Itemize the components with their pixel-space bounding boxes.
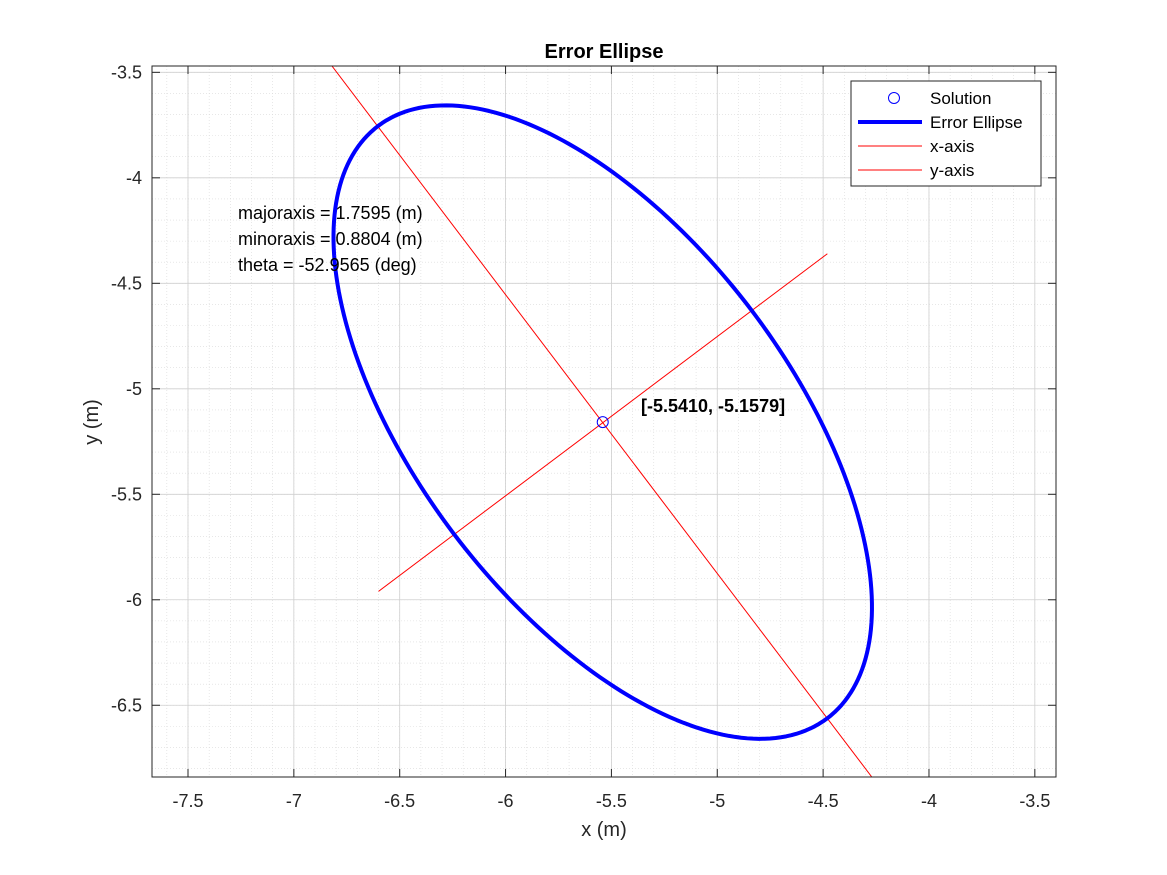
- axes-frame: [151, 65, 1057, 778]
- y-axis-label: y (m): [81, 399, 103, 445]
- legend-label-x-axis: x-axis: [930, 137, 974, 156]
- y-tick-label: -3.5: [111, 62, 142, 82]
- legend-box: [850, 80, 1042, 187]
- annotation-minoraxis: minoraxis = 0.8804 (m): [238, 229, 423, 249]
- legend-label-y-axis: y-axis: [930, 161, 974, 180]
- x-tick-label: -6.5: [384, 791, 415, 811]
- x-tick-label: -5: [709, 791, 725, 811]
- tick-labels: -7.5 -7 -6.5 -6 -5.5 -5 -4.5 -4 -3.5 -3.5 -4 -4.5 -5…: [111, 62, 1050, 811]
- legend: Solution Error Ellipse x-axis y-axis: [850, 80, 1042, 187]
- chart-title: Error Ellipse: [545, 41, 664, 63]
- tick-marks: [152, 66, 1056, 777]
- x-tick-label: -3.5: [1019, 791, 1050, 811]
- legend-label-error-ellipse: Error Ellipse: [930, 113, 1023, 132]
- solution-coordinate-label: [-5.5410, -5.1579]: [641, 396, 785, 416]
- x-tick-label: -7.5: [172, 791, 203, 811]
- x-tick-label: -4: [921, 791, 937, 811]
- ellipse-annotations: majoraxis = 1.7595 (m) minoraxis = 0.880…: [238, 203, 423, 275]
- y-tick-label: -5.5: [111, 484, 142, 504]
- x-tick-label: -4.5: [808, 791, 839, 811]
- annotation-theta: theta = -52.9565 (deg): [238, 255, 417, 275]
- data-layer: [331, 66, 874, 777]
- annotation-majoraxis: majoraxis = 1.7595 (m): [238, 203, 423, 223]
- plot-area: -7.5 -7 -6.5 -6 -5.5 -5 -4.5 -4 -3.5 -3.5 -4 -4.5 -5…: [111, 62, 1057, 811]
- x-tick-label: -5.5: [596, 791, 627, 811]
- legend-solution-marker: [888, 92, 900, 104]
- y-tick-label: -6.5: [111, 695, 142, 715]
- error-ellipse-curve: [331, 103, 874, 741]
- x-axis-label: x (m): [581, 819, 627, 841]
- y-tick-label: -5: [126, 379, 142, 399]
- y-tick-label: -6: [126, 590, 142, 610]
- major-grid: [152, 66, 1056, 777]
- x-tick-label: -7: [286, 791, 302, 811]
- x-axis-line: [331, 66, 873, 777]
- solution-marker: [596, 416, 609, 429]
- legend-label-solution: Solution: [930, 89, 991, 108]
- y-tick-label: -4: [126, 168, 142, 188]
- x-tick-label: -6: [498, 791, 514, 811]
- y-tick-label: -4.5: [111, 273, 142, 293]
